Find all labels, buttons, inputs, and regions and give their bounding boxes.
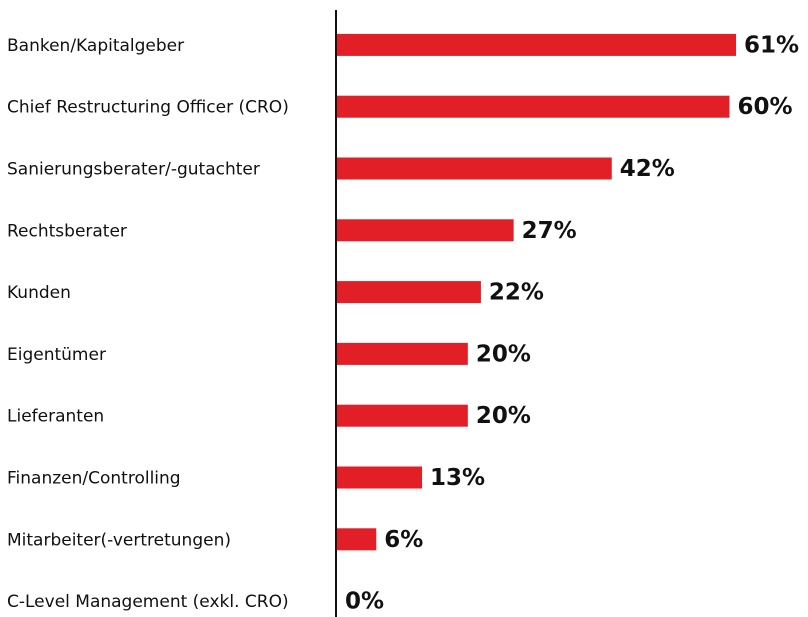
value-label: 22% xyxy=(489,280,544,306)
category-label: Sanierungsberater/-gutachter xyxy=(7,160,260,180)
bar xyxy=(337,528,377,551)
value-label: 13% xyxy=(430,465,485,491)
bar xyxy=(337,219,514,242)
value-label: 60% xyxy=(738,94,793,120)
bar xyxy=(337,466,423,489)
bar xyxy=(337,342,468,365)
bar xyxy=(337,157,612,180)
bar xyxy=(337,281,481,304)
category-label: Mitarbeiter(-vertretungen) xyxy=(7,530,231,550)
category-label: Chief Restructuring Officer (CRO) xyxy=(7,98,289,118)
value-label: 0% xyxy=(345,589,384,615)
bar xyxy=(337,33,737,56)
value-label: 20% xyxy=(476,403,531,429)
category-label: Finanzen/Controlling xyxy=(7,469,181,489)
value-label: 6% xyxy=(384,527,423,553)
category-label: Lieferanten xyxy=(7,407,104,427)
category-label: Banken/Kapitalgeber xyxy=(7,36,184,56)
value-label: 20% xyxy=(476,341,531,367)
category-label: Kunden xyxy=(7,283,71,303)
category-label: Eigentümer xyxy=(7,345,106,365)
value-label: 61% xyxy=(744,32,799,58)
value-label: 27% xyxy=(522,218,577,244)
bar xyxy=(337,404,468,427)
bar xyxy=(337,95,730,118)
value-label: 42% xyxy=(620,156,675,182)
category-label: C-Level Management (exkl. CRO) xyxy=(7,592,289,612)
category-label: Rechtsberater xyxy=(7,221,127,241)
